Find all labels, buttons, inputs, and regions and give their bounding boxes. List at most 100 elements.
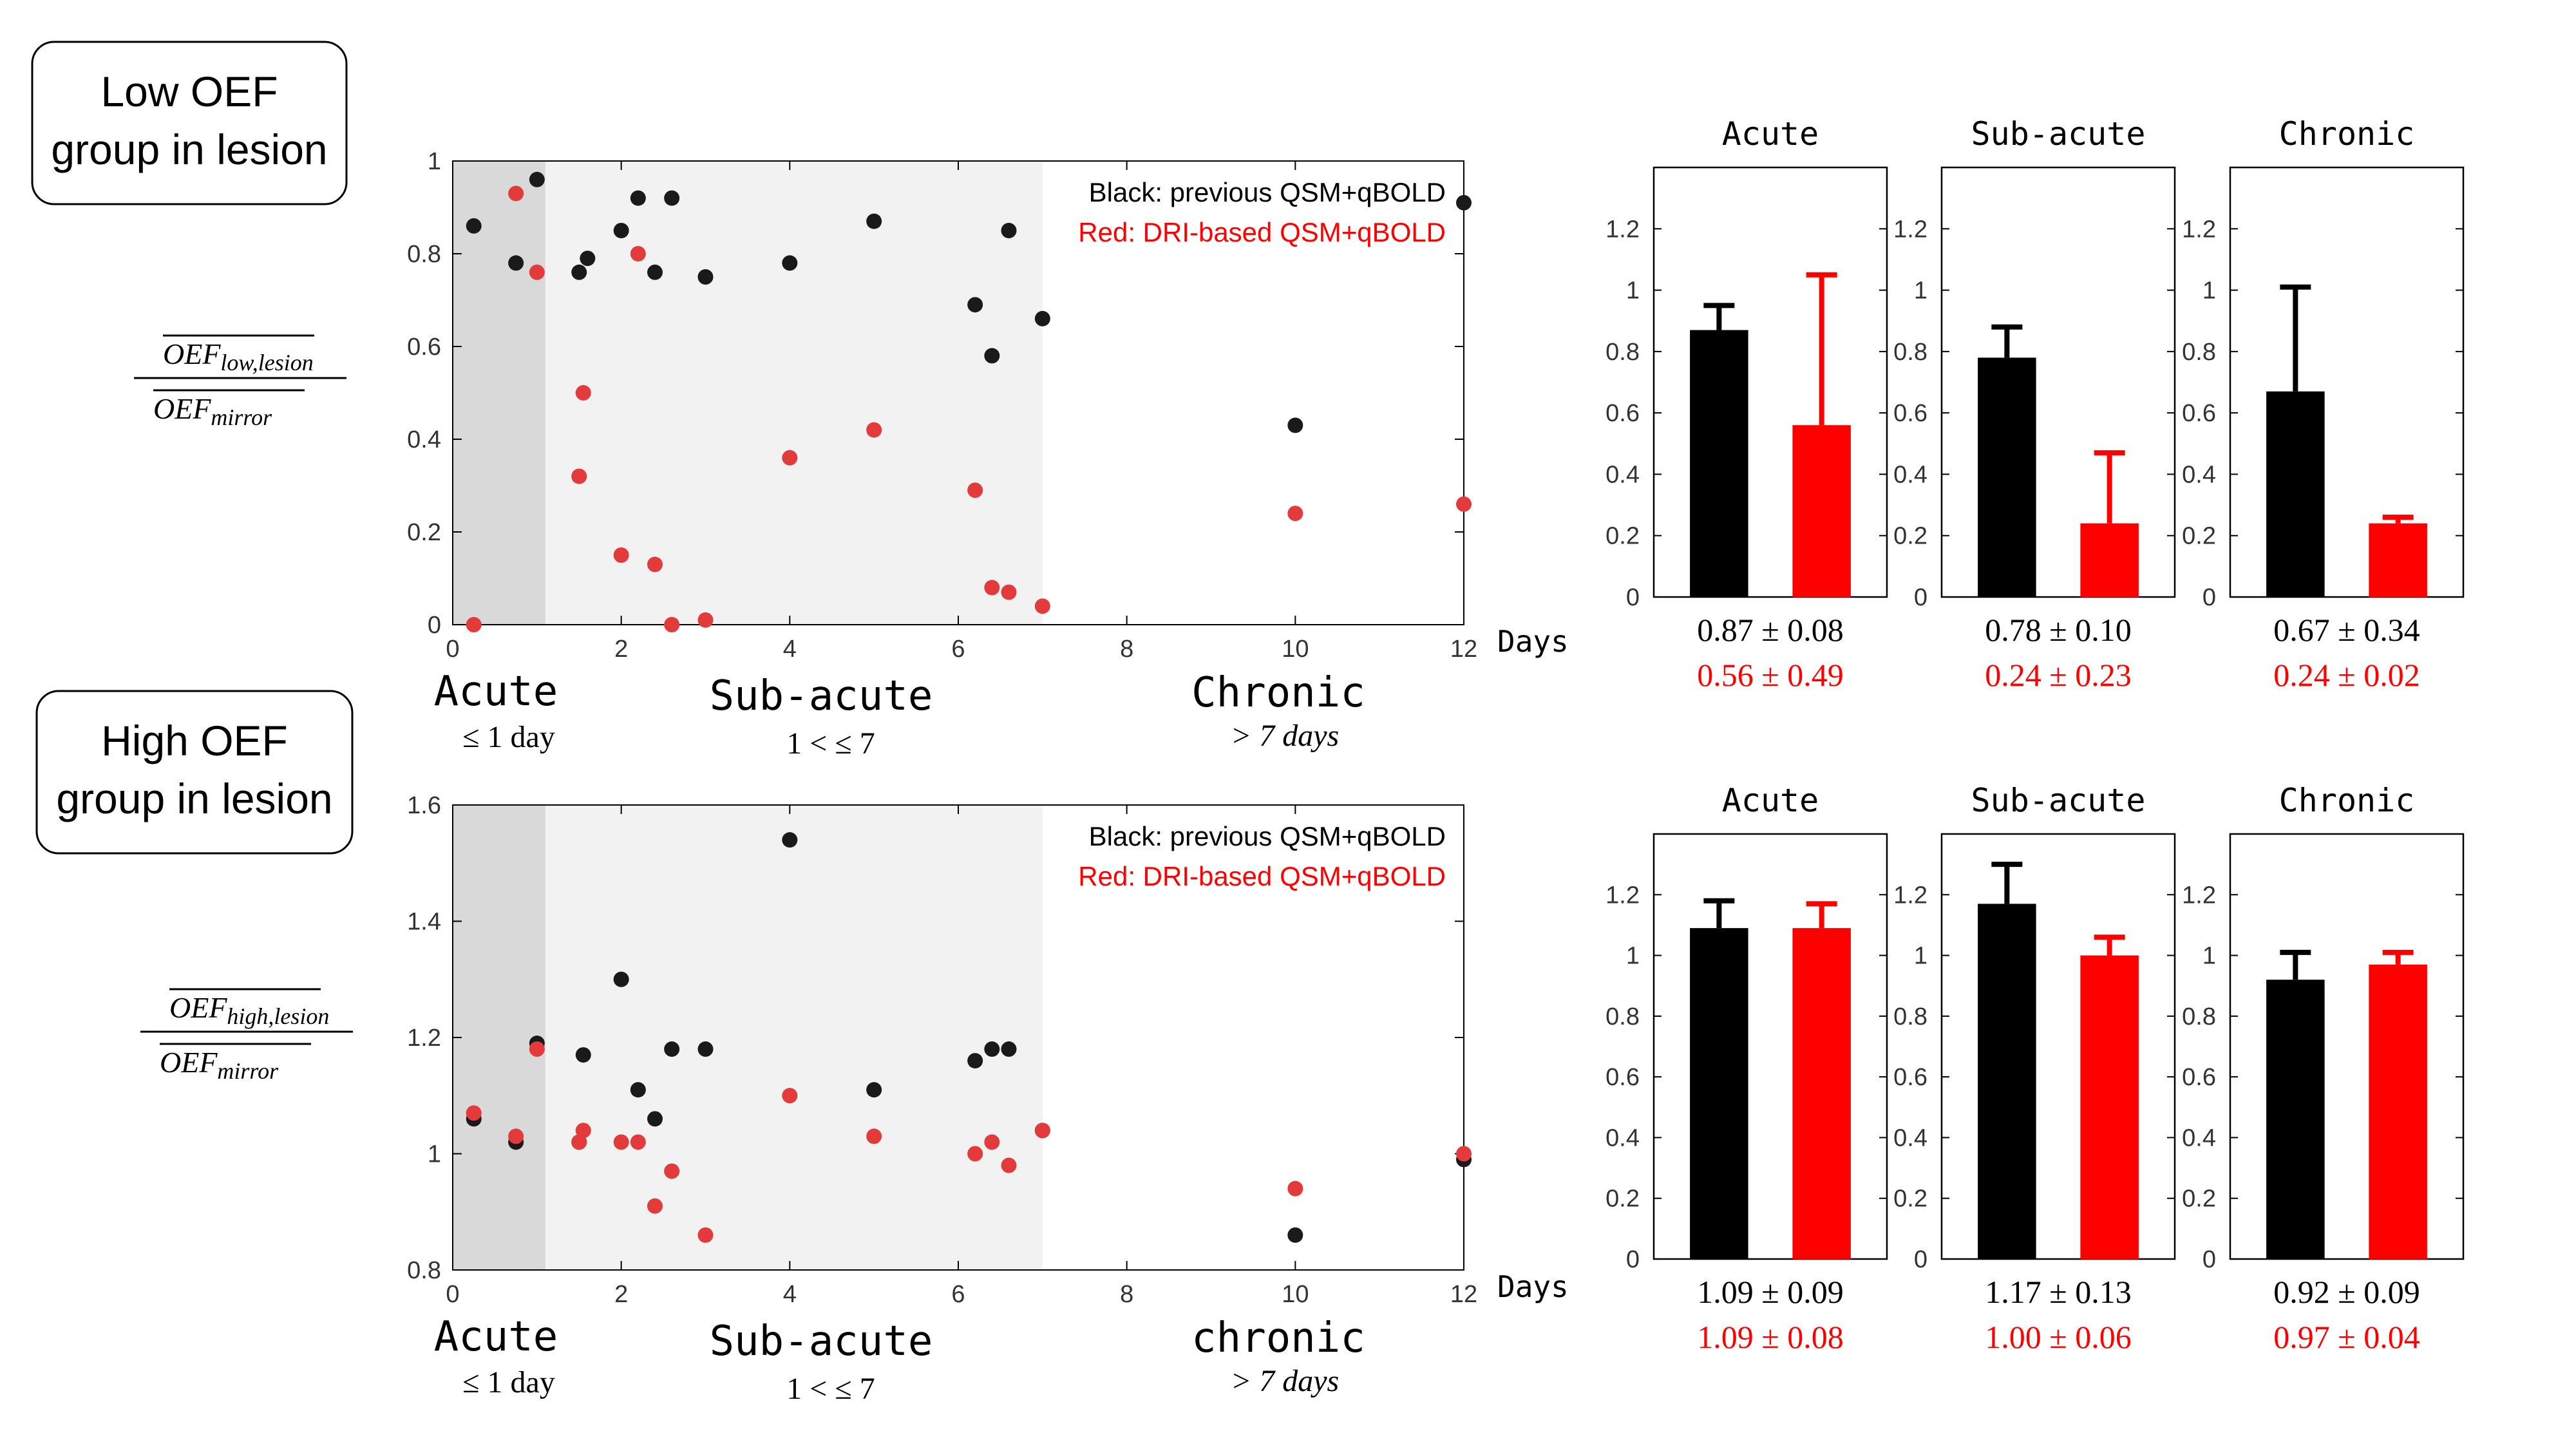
plot-frame	[2229, 166, 2465, 598]
data-point-red	[630, 246, 646, 261]
data-point-red	[664, 617, 680, 632]
y-tick-label: 1.4	[407, 909, 441, 936]
y-tick-label: 0.6	[407, 334, 441, 361]
data-point-red	[967, 482, 983, 498]
y-tick-label: 0.4	[2182, 461, 2216, 488]
group-label-text: Low OEF	[100, 68, 278, 115]
data-point-red	[1456, 1146, 1472, 1162]
group-label-low: Low OEF group in lesion	[31, 41, 348, 205]
data-point-red	[782, 450, 798, 466]
stage-subacute-range: 1 < ≤ 7	[786, 726, 875, 761]
x-tick-label: 10	[1282, 636, 1309, 663]
bar-red	[1792, 425, 1851, 597]
y-tick-label: 0.4	[407, 426, 441, 453]
data-point-red	[630, 1134, 646, 1150]
y-tick-label: 1	[2202, 943, 2216, 970]
subacute-band	[545, 161, 1043, 625]
data-point-red	[1287, 506, 1303, 522]
y-tick-label: 0	[1626, 1246, 1640, 1273]
summary-label-red: 1.09 ± 0.08	[1697, 1319, 1843, 1355]
bar-red	[2080, 523, 2139, 597]
y-tick-label: 0.8	[1893, 1003, 1927, 1030]
y-tick-label: 0.6	[1605, 400, 1640, 427]
legend-red: Red: DRI-based QSM+qBOLD	[1078, 861, 1446, 891]
plot-frame	[1940, 833, 2176, 1260]
y-tick-label: 1	[1914, 278, 1927, 305]
y-tick-label: 1.2	[1605, 216, 1640, 243]
data-point-red	[466, 1105, 482, 1121]
legend-red: Red: DRI-based QSM+qBOLD	[1078, 217, 1446, 247]
summary-label-red: 0.97 ± 0.04	[2273, 1319, 2420, 1355]
y-tick-label: 0.8	[2182, 339, 2216, 366]
summary-label-black: 1.09 ± 0.09	[1697, 1274, 1843, 1310]
y-tick-label: 0.6	[1605, 1064, 1640, 1091]
bar-chart-acute-low: Acute 0 0.2 0.4 0.6 0.8 1 1.2 0.87 ± 0.08 0.56 ± …	[1605, 115, 1888, 693]
data-point-red	[508, 185, 524, 202]
x-tick-label: 4	[783, 1281, 797, 1308]
bar-black	[1978, 357, 2036, 597]
x-tick-label: 8	[1120, 1281, 1133, 1308]
y-tick-label: 1.6	[407, 792, 441, 819]
y-axis-label-high: OEFhigh,lesion OEFmirror	[140, 988, 353, 1084]
bar-chart-title: Chronic	[2279, 782, 2415, 819]
y-tick-label: 0.2	[2182, 523, 2216, 550]
y-tick-label: 0.6	[2182, 1064, 2216, 1091]
bar-red	[2369, 964, 2427, 1259]
plot-frame	[1653, 166, 1888, 598]
y-tick-label: 0	[1914, 584, 1927, 611]
bar-red	[2369, 523, 2427, 597]
bar-chart-acute-high: Acute 0 0.2 0.4 0.6 0.8 1 1.2 1.09 ± 0.09 1.09 ± …	[1605, 782, 1888, 1355]
x-tick-label: 0	[446, 1281, 459, 1308]
data-point-black	[782, 832, 798, 848]
data-point-red	[984, 1134, 1000, 1150]
bar-chart-chronic-low: Chronic 0 0.2 0.4 0.6 0.8 1 1.2 0.67 ± 0.34 0.24 …	[2182, 115, 2465, 693]
x-tick-label: 4	[783, 636, 797, 663]
stage-chronic: Chronic	[1191, 669, 1365, 717]
x-tick-label: 6	[951, 636, 965, 663]
stage-subacute: Sub-acute	[710, 1318, 933, 1365]
data-point-red	[647, 1198, 663, 1214]
data-point-red	[529, 264, 545, 280]
y-tick-label: 0.8	[407, 241, 441, 268]
data-point-red	[866, 422, 882, 438]
group-label-text: group in lesion	[51, 126, 327, 173]
group-label-high: High OEF group in lesion	[35, 690, 354, 855]
y-tick-label: 1	[2202, 278, 2216, 305]
data-point-black	[580, 251, 596, 267]
x-tick-label: 6	[951, 1281, 965, 1308]
bar-chart-title: Acute	[1722, 115, 1819, 153]
data-point-red	[664, 1163, 680, 1179]
y-tick-label: 0.2	[407, 519, 441, 546]
y-tick-label: 0.2	[2182, 1186, 2216, 1213]
data-point-black	[664, 190, 680, 206]
data-point-red	[529, 1041, 545, 1057]
summary-label-black: 0.78 ± 0.10	[1985, 612, 2131, 648]
data-point-black	[664, 1041, 680, 1057]
data-point-black	[575, 1047, 591, 1063]
y-tick-label: 0	[2202, 584, 2216, 611]
data-point-black	[697, 1041, 714, 1057]
y-tick-label: 0	[1626, 584, 1640, 611]
data-point-red	[1456, 496, 1472, 512]
y-label-denominator: OEFmirror	[153, 392, 272, 430]
bar-black	[1690, 330, 1748, 597]
data-point-black	[984, 348, 1000, 364]
data-point-red	[575, 385, 591, 401]
bar-chart-sub-acute-high: Sub-acute 0 0.2 0.4 0.6 0.8 1 1.2 1.17 ± 0.13 1.0…	[1893, 782, 2176, 1355]
y-tick-label: 0.8	[1605, 1003, 1640, 1030]
legend-black: Black: previous QSM+qBOLD	[1089, 821, 1446, 851]
data-point-black	[630, 1082, 646, 1098]
stage-acute-range: ≤ 1 day	[462, 720, 555, 754]
data-point-red	[1034, 1122, 1050, 1139]
x-tick-label: 12	[1450, 1281, 1477, 1308]
bar-black	[1978, 904, 2036, 1259]
plot-frame	[2229, 833, 2465, 1260]
data-point-red	[697, 1227, 714, 1243]
y-tick-label: 0	[1914, 1246, 1927, 1273]
stage-acute: Acute	[434, 668, 558, 715]
y-label-numerator: OEFlow,lesion	[163, 337, 314, 375]
y-tick-label: 0.4	[1605, 461, 1640, 488]
y-axis-label-low: OEFlow,lesion OEFmirror	[134, 334, 346, 430]
stage-acute-range: ≤ 1 day	[462, 1365, 555, 1399]
y-tick-label: 1.2	[1893, 882, 1927, 909]
